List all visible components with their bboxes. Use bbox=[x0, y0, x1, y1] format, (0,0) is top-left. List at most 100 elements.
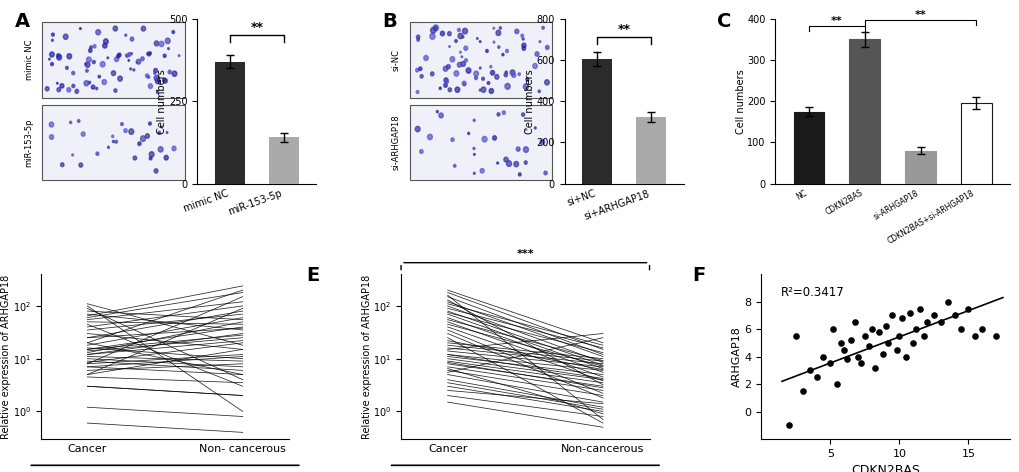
Circle shape bbox=[154, 72, 155, 74]
Point bbox=[915, 332, 931, 340]
Circle shape bbox=[474, 76, 477, 80]
Circle shape bbox=[113, 26, 117, 31]
Point bbox=[863, 325, 879, 333]
Circle shape bbox=[114, 89, 117, 93]
Circle shape bbox=[107, 146, 109, 148]
Circle shape bbox=[147, 52, 149, 55]
Circle shape bbox=[541, 26, 544, 29]
Point bbox=[986, 332, 1003, 340]
Circle shape bbox=[448, 46, 449, 47]
Circle shape bbox=[514, 161, 518, 167]
Circle shape bbox=[63, 34, 68, 39]
Circle shape bbox=[492, 41, 494, 43]
Circle shape bbox=[115, 140, 117, 143]
Point bbox=[836, 346, 852, 354]
Circle shape bbox=[415, 126, 420, 132]
Circle shape bbox=[132, 156, 137, 160]
Circle shape bbox=[67, 54, 71, 59]
Point bbox=[873, 350, 890, 358]
Circle shape bbox=[87, 57, 91, 62]
Circle shape bbox=[117, 53, 121, 57]
Point bbox=[904, 339, 920, 346]
Circle shape bbox=[57, 88, 60, 92]
Point bbox=[902, 309, 918, 316]
Circle shape bbox=[57, 55, 61, 60]
Bar bbox=[793, 111, 823, 184]
Point bbox=[828, 380, 845, 388]
Circle shape bbox=[154, 169, 158, 173]
Point bbox=[821, 360, 838, 367]
Text: si-NC: si-NC bbox=[391, 49, 400, 71]
Point bbox=[911, 305, 927, 312]
Circle shape bbox=[524, 161, 527, 164]
Circle shape bbox=[499, 27, 501, 29]
Text: miR-153-5p: miR-153-5p bbox=[24, 118, 34, 167]
Point bbox=[973, 325, 989, 333]
X-axis label: CDKN2BAS: CDKN2BAS bbox=[850, 464, 919, 472]
Circle shape bbox=[525, 128, 526, 130]
Circle shape bbox=[142, 26, 146, 31]
Circle shape bbox=[443, 83, 447, 87]
Text: C: C bbox=[716, 12, 731, 31]
Circle shape bbox=[462, 36, 464, 38]
Point bbox=[838, 355, 854, 363]
Y-axis label: Cell numbers: Cell numbers bbox=[735, 69, 745, 134]
Circle shape bbox=[461, 56, 463, 58]
Circle shape bbox=[522, 43, 526, 48]
Circle shape bbox=[163, 78, 167, 83]
Circle shape bbox=[416, 35, 420, 39]
Circle shape bbox=[445, 80, 448, 84]
Circle shape bbox=[116, 54, 120, 58]
Circle shape bbox=[512, 73, 516, 77]
Bar bbox=[960, 103, 990, 184]
Circle shape bbox=[128, 129, 133, 135]
Circle shape bbox=[163, 54, 166, 58]
Circle shape bbox=[489, 66, 491, 68]
Point bbox=[879, 339, 896, 346]
Circle shape bbox=[447, 88, 451, 92]
Circle shape bbox=[526, 78, 528, 81]
Circle shape bbox=[443, 78, 447, 83]
Point bbox=[883, 312, 900, 319]
Circle shape bbox=[148, 52, 151, 56]
Circle shape bbox=[479, 89, 481, 91]
Text: B: B bbox=[381, 12, 396, 31]
Circle shape bbox=[96, 30, 101, 35]
FancyBboxPatch shape bbox=[42, 104, 185, 180]
Point bbox=[814, 353, 830, 360]
Circle shape bbox=[65, 67, 68, 69]
Point bbox=[931, 319, 948, 326]
Circle shape bbox=[430, 72, 433, 76]
Point bbox=[893, 314, 909, 322]
FancyBboxPatch shape bbox=[410, 104, 552, 180]
Circle shape bbox=[100, 61, 105, 67]
Circle shape bbox=[86, 62, 90, 67]
Circle shape bbox=[495, 30, 500, 35]
Circle shape bbox=[51, 39, 53, 42]
Circle shape bbox=[75, 89, 78, 93]
Circle shape bbox=[496, 113, 499, 116]
Circle shape bbox=[159, 41, 164, 47]
Circle shape bbox=[429, 34, 435, 39]
Circle shape bbox=[419, 150, 423, 153]
Circle shape bbox=[476, 38, 478, 39]
Circle shape bbox=[535, 52, 538, 56]
Circle shape bbox=[439, 87, 441, 90]
Circle shape bbox=[515, 29, 519, 34]
Circle shape bbox=[516, 147, 520, 151]
Point bbox=[801, 367, 817, 374]
Point bbox=[849, 353, 865, 360]
Circle shape bbox=[449, 57, 454, 62]
Circle shape bbox=[457, 62, 462, 67]
Circle shape bbox=[103, 43, 107, 48]
Circle shape bbox=[468, 132, 469, 135]
Point bbox=[852, 360, 868, 367]
Circle shape bbox=[172, 31, 174, 34]
Circle shape bbox=[466, 68, 471, 73]
Circle shape bbox=[104, 39, 108, 44]
Circle shape bbox=[51, 62, 53, 66]
Circle shape bbox=[492, 27, 494, 29]
Bar bbox=[582, 59, 611, 184]
Circle shape bbox=[158, 147, 163, 152]
Circle shape bbox=[164, 155, 168, 160]
